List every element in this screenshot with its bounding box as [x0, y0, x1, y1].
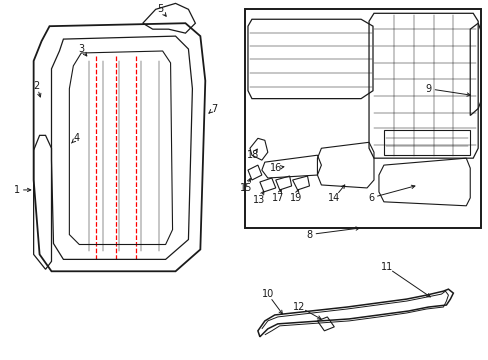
Text: 1: 1	[14, 185, 20, 195]
Text: 12: 12	[293, 302, 305, 312]
Text: 6: 6	[367, 193, 373, 203]
Text: 15: 15	[239, 183, 252, 193]
Text: 3: 3	[78, 44, 84, 54]
Text: 14: 14	[327, 193, 340, 203]
Text: 17: 17	[271, 193, 284, 203]
Bar	[244, 9, 480, 228]
Text: 5: 5	[157, 4, 163, 14]
Text: 13: 13	[252, 195, 264, 205]
Text: 7: 7	[211, 104, 217, 113]
Text: 8: 8	[306, 230, 312, 239]
Text: 4: 4	[73, 133, 79, 143]
Text: 18: 18	[246, 150, 259, 160]
Text: 10: 10	[261, 289, 273, 299]
Text: 11: 11	[380, 262, 392, 272]
Text: 2: 2	[33, 81, 40, 91]
Text: 9: 9	[425, 84, 431, 94]
Text: 19: 19	[289, 193, 301, 203]
Text: 16: 16	[269, 163, 281, 173]
